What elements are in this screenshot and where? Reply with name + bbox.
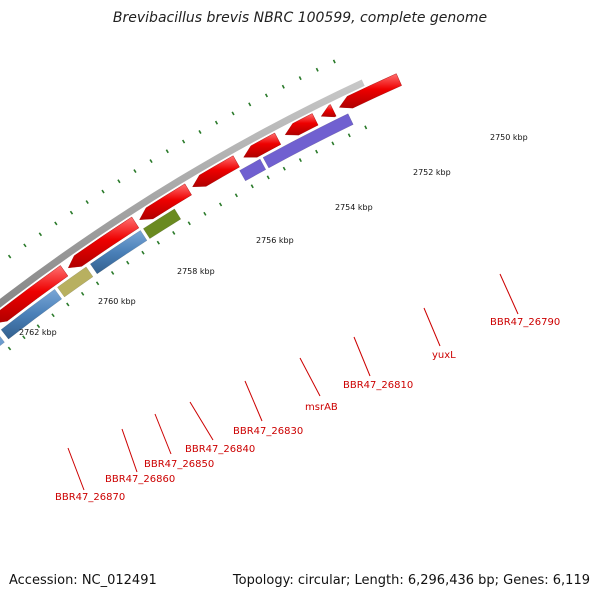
tick-mark (156, 240, 160, 245)
kbp-tick-marks (7, 59, 368, 351)
label-leaders (67, 273, 519, 491)
tick-mark (23, 243, 27, 248)
tick-mark (101, 189, 105, 194)
forward-strand-arrow (139, 183, 192, 220)
reverse-strand-arrow (0, 336, 5, 347)
forward-strand-arrow (0, 265, 69, 323)
gene-label: BBR47_26860 (105, 474, 175, 485)
tick-mark (54, 221, 58, 226)
tick-mark (126, 260, 130, 265)
label-leader-line (244, 380, 263, 422)
tick-mark (133, 169, 137, 174)
tick-mark (331, 141, 335, 146)
label-leader-line (189, 401, 214, 441)
kbp-label: 2754 kbp (335, 203, 373, 212)
tick-mark (364, 125, 368, 130)
forward-strand-arrow (192, 155, 240, 188)
reverse-strand-arrow (0, 288, 63, 340)
reverse-strand-genes (0, 113, 354, 347)
tick-mark (264, 93, 269, 98)
tick-mark (298, 76, 302, 81)
tick-mark (149, 159, 153, 164)
tick-mark (80, 291, 85, 296)
tick-mark (117, 179, 121, 184)
reverse-strand-arrow (89, 230, 148, 275)
tick-mark (141, 250, 145, 255)
label-leader-line (299, 357, 321, 397)
gene-label: BBR47_26790 (490, 317, 560, 328)
kbp-labels: 2750 kbp 2752 kbp 2754 kbp 2756 kbp 2758 kbp… (19, 133, 528, 337)
tick-mark (110, 270, 115, 275)
reverse-strand-arrow (143, 208, 182, 239)
label-leader-line (499, 273, 519, 315)
tick-mark (165, 149, 169, 154)
genome-backbone (0, 79, 365, 308)
tick-mark (36, 324, 41, 329)
gene-label: yuxL (432, 350, 456, 361)
kbp-label: 2752 kbp (413, 168, 451, 177)
gene-label: BBR47_26840 (185, 444, 255, 455)
forward-strand-arrow (338, 73, 402, 109)
tick-mark (66, 302, 70, 307)
tick-mark (7, 346, 12, 351)
accession: Accession: NC_012491 (9, 573, 157, 588)
tick-mark (181, 139, 186, 144)
tick-mark (51, 313, 55, 318)
tick-mark (234, 193, 238, 198)
kbp-label: 2756 kbp (256, 236, 294, 245)
label-leader-line (121, 428, 138, 473)
tick-mark (187, 221, 191, 226)
gene-label: BBR47_26830 (233, 426, 303, 437)
kbp-label: 2762 kbp (19, 328, 57, 337)
label-leader-line (67, 447, 85, 491)
forward-strand-arrow (67, 216, 140, 269)
kbp-label: 2760 kbp (98, 297, 136, 306)
tick-mark (250, 184, 254, 189)
tick-mark (248, 102, 252, 107)
tick-mark (85, 200, 89, 204)
tick-mark (282, 166, 286, 171)
genome-title: Brevibacillus brevis NBRC 100599, comple… (112, 10, 488, 26)
genome-stats: Topology: circular; Length: 6,296,436 bp… (232, 573, 590, 588)
gene-labels: BBR47_26790 yuxL BBR47_26810 msrAB BBR47_268… (55, 317, 560, 503)
kbp-label: 2758 kbp (177, 267, 215, 276)
tick-mark (315, 67, 319, 72)
reverse-strand-arrow (57, 266, 94, 298)
tick-mark (332, 59, 336, 64)
gene-label: msrAB (305, 402, 338, 413)
forward-strand-arrow (284, 113, 319, 136)
tick-mark (347, 133, 351, 138)
reverse-strand-arrow (262, 113, 354, 169)
tick-mark (172, 230, 176, 235)
forward-strand-arrow (243, 132, 282, 158)
tick-mark (266, 175, 270, 180)
tick-mark (69, 210, 74, 215)
gene-label: BBR47_26870 (55, 492, 125, 503)
label-leader-line (353, 336, 371, 377)
tick-mark (218, 202, 223, 207)
tick-mark (231, 111, 235, 116)
gene-label: BBR47_26810 (343, 380, 413, 391)
forward-strand-arrow (320, 104, 337, 118)
tick-mark (203, 211, 207, 216)
label-leader-line (423, 307, 441, 347)
gene-label: BBR47_26850 (144, 459, 214, 470)
tick-mark (298, 158, 302, 163)
tick-mark (281, 84, 285, 89)
label-leader-line (154, 413, 172, 455)
forward-strand-genes (0, 73, 402, 323)
tick-mark (38, 232, 43, 237)
reverse-strand-arrow (239, 158, 267, 182)
tick-mark (198, 130, 202, 134)
tick-mark (7, 254, 12, 259)
tick-mark (315, 149, 319, 154)
tick-mark (22, 335, 26, 340)
backbone-ring (0, 79, 365, 308)
kbp-label: 2750 kbp (490, 133, 528, 142)
tick-mark (95, 281, 100, 286)
tick-mark (214, 120, 219, 125)
